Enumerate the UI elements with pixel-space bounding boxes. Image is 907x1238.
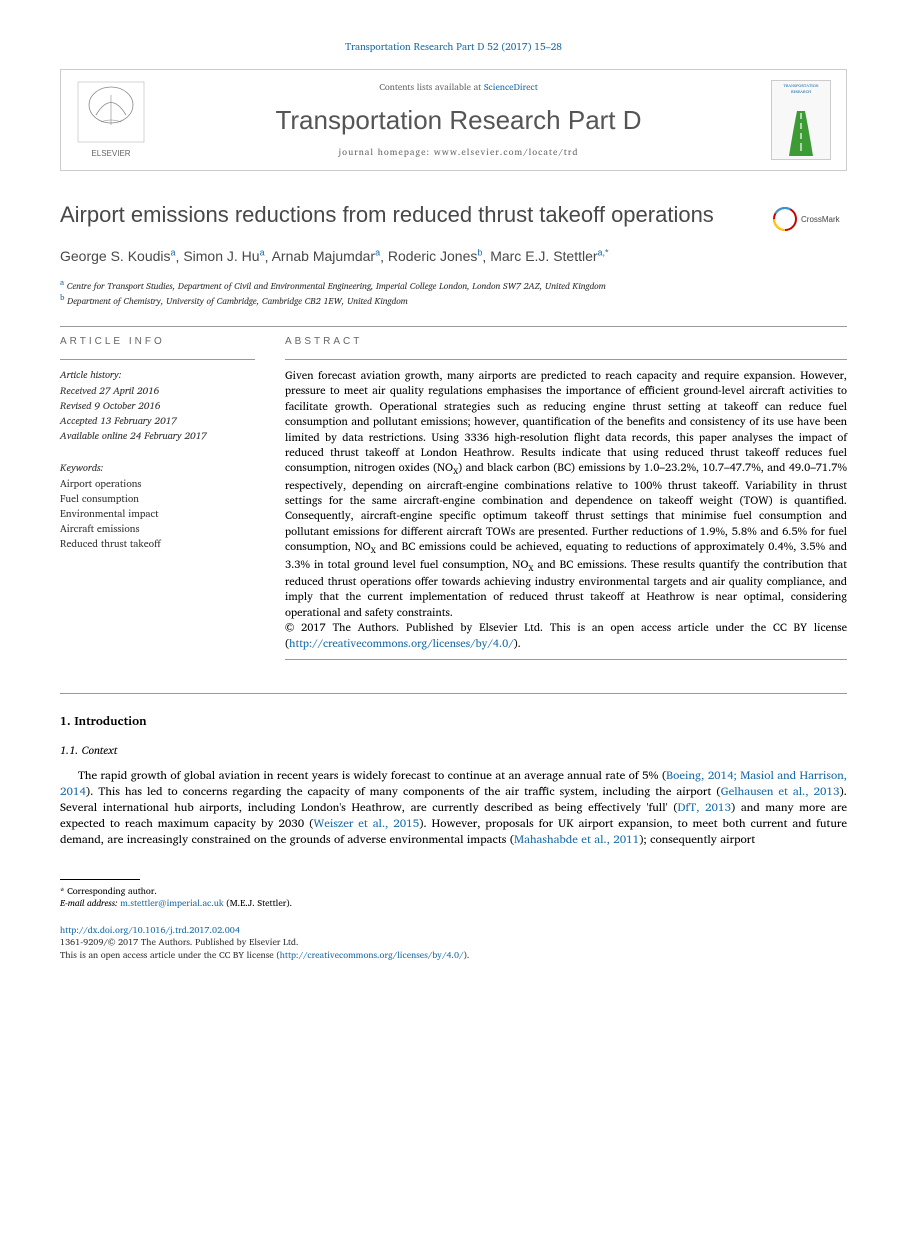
cc-license-link[interactable]: http://creativecommons.org/licenses/by/4… — [289, 634, 514, 652]
crossmark-badge[interactable]: CrossMark — [772, 206, 847, 232]
author-3: Arnab Majumdara — [272, 248, 381, 264]
keyword-2: Fuel consumption — [60, 492, 255, 506]
history-online: Available online 24 February 2017 — [60, 429, 255, 443]
contents-line: Contents lists available at ScienceDirec… — [166, 81, 751, 94]
affiliations: a Centre for Transport Studies, Departme… — [60, 277, 847, 308]
keyword-3: Environmental impact — [60, 507, 255, 521]
corr-email-line: E-mail address: m.stettler@imperial.ac.u… — [60, 897, 847, 910]
email-label: E-mail address: — [60, 895, 120, 910]
homepage-url: www.elsevier.com/locate/trd — [434, 144, 579, 159]
crossmark-text: CrossMark — [801, 215, 841, 224]
affiliation-a: a Centre for Transport Studies, Departme… — [60, 277, 847, 293]
elsevier-logo: ELSEVIER — [76, 80, 146, 160]
journal-cover-thumbnail: TRANSPORTATION RESEARCH — [771, 80, 831, 160]
footer: http://dx.doi.org/10.1016/j.trd.2017.02.… — [60, 924, 847, 962]
keyword-1: Airport operations — [60, 477, 255, 491]
abstract-text: Given forecast aviation growth, many air… — [285, 368, 847, 651]
abstract-column: ABSTRACT Given forecast aviation growth,… — [285, 335, 847, 668]
author-5: Marc E.J. Stettlera,* — [490, 248, 608, 264]
history-label: Article history: — [60, 368, 255, 382]
footer-cc-link[interactable]: http://creativecommons.org/licenses/by/4… — [280, 947, 464, 962]
history-accepted: Accepted 13 February 2017 — [60, 414, 255, 428]
sciencedirect-link[interactable]: ScienceDirect — [484, 79, 538, 94]
affiliation-b: b Department of Chemistry, University of… — [60, 292, 847, 308]
homepage-prefix: journal homepage: — [339, 144, 434, 159]
author-2: Simon J. Hua — [183, 248, 264, 264]
keywords-block: Keywords: Airport operations Fuel consum… — [60, 461, 255, 551]
journal-center: Contents lists available at ScienceDirec… — [166, 81, 751, 159]
info-abstract-row: ARTICLE INFO Article history: Received 2… — [60, 335, 847, 668]
open-access-line: This is an open access article under the… — [60, 949, 847, 962]
keyword-5: Reduced thrust takeoff — [60, 537, 255, 551]
journal-homepage: journal homepage: www.elsevier.com/locat… — [166, 146, 751, 159]
journal-name: Transportation Research Part D — [166, 102, 751, 138]
keyword-4: Aircraft emissions — [60, 522, 255, 536]
intro-paragraph: The rapid growth of global aviation in r… — [60, 768, 847, 848]
journal-header-box: ELSEVIER Contents lists available at Sci… — [60, 69, 847, 171]
author-list: George S. Koudisa, Simon J. Hua, Arnab M… — [60, 247, 847, 267]
email-link[interactable]: m.stettler@imperial.ac.uk — [120, 895, 223, 910]
history-received: Received 27 April 2016 — [60, 384, 255, 398]
author-4: Roderic Jonesb — [388, 248, 483, 264]
contents-prefix: Contents lists available at — [379, 79, 484, 94]
abstract-label: ABSTRACT — [285, 335, 847, 349]
history-revised: Revised 9 October 2016 — [60, 399, 255, 413]
author-1: George S. Koudisa — [60, 248, 176, 264]
cover-road-icon — [789, 111, 813, 156]
article-history: Article history: Received 27 April 2016 … — [60, 368, 255, 443]
elsevier-text: ELSEVIER — [91, 149, 130, 158]
cite-mahashabde[interactable]: Mahashabde et al., 2011 — [514, 830, 639, 849]
article-info-column: ARTICLE INFO Article history: Received 2… — [60, 335, 255, 668]
cover-title: TRANSPORTATION RESEARCH — [772, 81, 830, 96]
keywords-label: Keywords: — [60, 461, 255, 475]
article-title: Airport emissions reductions from reduce… — [60, 201, 847, 229]
article-info-label: ARTICLE INFO — [60, 335, 255, 349]
page-citation: Transportation Research Part D 52 (2017)… — [60, 40, 847, 54]
section-1-1-heading: 1.1. Context — [60, 743, 847, 758]
corresponding-author-footnote: * Corresponding author. E-mail address: … — [60, 885, 847, 910]
section-1-heading: 1. Introduction — [60, 714, 847, 731]
